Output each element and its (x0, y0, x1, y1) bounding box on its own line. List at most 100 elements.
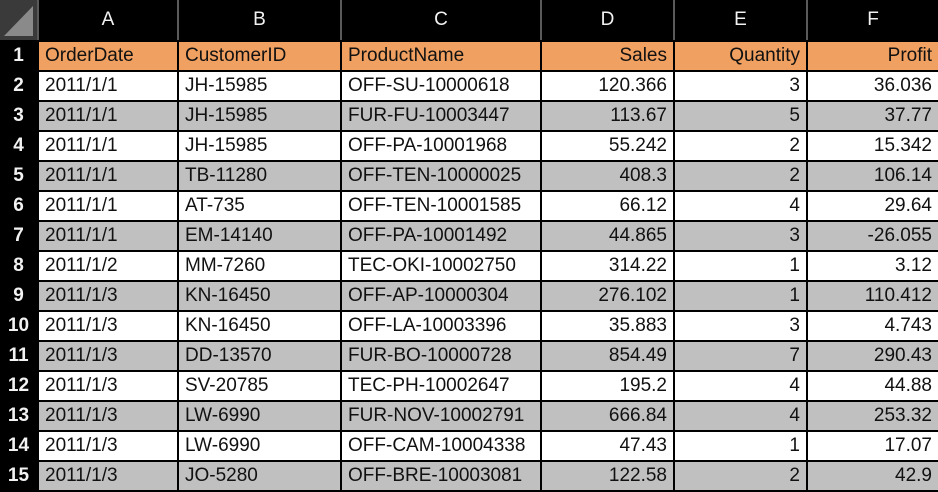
row-header-2[interactable]: 2 (0, 72, 37, 100)
header-cell-quantity[interactable]: Quantity (675, 42, 806, 70)
column-header-f[interactable]: F (806, 0, 938, 40)
cell-customerid-row-4[interactable]: JH-15985 (179, 132, 340, 160)
cell-sales-row-11[interactable]: 854.49 (542, 342, 673, 370)
cell-customerid-row-8[interactable]: MM-7260 (179, 252, 340, 280)
cell-orderdate-row-11[interactable]: 2011/1/3 (39, 342, 177, 370)
cell-quantity-row-9[interactable]: 1 (675, 282, 806, 310)
cell-quantity-row-12[interactable]: 4 (675, 372, 806, 400)
row-header-10[interactable]: 10 (0, 312, 37, 340)
cell-orderdate-row-6[interactable]: 2011/1/1 (39, 192, 177, 220)
cell-profit-row-12[interactable]: 44.88 (808, 372, 938, 400)
cell-profit-row-10[interactable]: 4.743 (808, 312, 938, 340)
cell-quantity-row-15[interactable]: 2 (675, 462, 806, 490)
cell-productname-row-3[interactable]: FUR-FU-10003447 (342, 102, 540, 130)
cell-sales-row-2[interactable]: 120.366 (542, 72, 673, 100)
row-header-1[interactable]: 1 (0, 42, 37, 70)
cell-customerid-row-2[interactable]: JH-15985 (179, 72, 340, 100)
cell-orderdate-row-15[interactable]: 2011/1/3 (39, 462, 177, 490)
cell-customerid-row-15[interactable]: JO-5280 (179, 462, 340, 490)
cell-customerid-row-9[interactable]: KN-16450 (179, 282, 340, 310)
cell-sales-row-8[interactable]: 314.22 (542, 252, 673, 280)
cell-productname-row-12[interactable]: TEC-PH-10002647 (342, 372, 540, 400)
cell-quantity-row-3[interactable]: 5 (675, 102, 806, 130)
cell-customerid-row-6[interactable]: AT-735 (179, 192, 340, 220)
row-header-11[interactable]: 11 (0, 342, 37, 370)
cell-sales-row-5[interactable]: 408.3 (542, 162, 673, 190)
cell-customerid-row-5[interactable]: TB-11280 (179, 162, 340, 190)
cell-productname-row-4[interactable]: OFF-PA-10001968 (342, 132, 540, 160)
row-header-5[interactable]: 5 (0, 162, 37, 190)
cell-quantity-row-5[interactable]: 2 (675, 162, 806, 190)
cell-productname-row-10[interactable]: OFF-LA-10003396 (342, 312, 540, 340)
cell-customerid-row-10[interactable]: KN-16450 (179, 312, 340, 340)
cell-quantity-row-11[interactable]: 7 (675, 342, 806, 370)
cell-quantity-row-13[interactable]: 4 (675, 402, 806, 430)
header-cell-customerid[interactable]: CustomerID (179, 42, 340, 70)
row-header-3[interactable]: 3 (0, 102, 37, 130)
cell-profit-row-2[interactable]: 36.036 (808, 72, 938, 100)
cell-orderdate-row-14[interactable]: 2011/1/3 (39, 432, 177, 460)
select-all-corner[interactable] (0, 0, 37, 40)
cell-profit-row-3[interactable]: 37.77 (808, 102, 938, 130)
cell-profit-row-9[interactable]: 110.412 (808, 282, 938, 310)
cell-orderdate-row-3[interactable]: 2011/1/1 (39, 102, 177, 130)
cell-quantity-row-10[interactable]: 3 (675, 312, 806, 340)
cell-orderdate-row-13[interactable]: 2011/1/3 (39, 402, 177, 430)
row-header-13[interactable]: 13 (0, 402, 37, 430)
row-header-6[interactable]: 6 (0, 192, 37, 220)
cell-sales-row-14[interactable]: 47.43 (542, 432, 673, 460)
cell-productname-row-14[interactable]: OFF-CAM-10004338 (342, 432, 540, 460)
column-header-c[interactable]: C (340, 0, 540, 40)
cell-quantity-row-7[interactable]: 3 (675, 222, 806, 250)
cell-orderdate-row-7[interactable]: 2011/1/1 (39, 222, 177, 250)
header-cell-profit[interactable]: Profit (808, 42, 938, 70)
cell-productname-row-5[interactable]: OFF-TEN-10000025 (342, 162, 540, 190)
cell-profit-row-8[interactable]: 3.12 (808, 252, 938, 280)
column-header-d[interactable]: D (540, 0, 673, 40)
cell-orderdate-row-9[interactable]: 2011/1/3 (39, 282, 177, 310)
cell-sales-row-15[interactable]: 122.58 (542, 462, 673, 490)
cell-quantity-row-2[interactable]: 3 (675, 72, 806, 100)
cell-orderdate-row-8[interactable]: 2011/1/2 (39, 252, 177, 280)
cell-sales-row-13[interactable]: 666.84 (542, 402, 673, 430)
cell-customerid-row-12[interactable]: SV-20785 (179, 372, 340, 400)
cell-productname-row-2[interactable]: OFF-SU-10000618 (342, 72, 540, 100)
cell-orderdate-row-2[interactable]: 2011/1/1 (39, 72, 177, 100)
column-header-e[interactable]: E (673, 0, 806, 40)
column-header-a[interactable]: A (37, 0, 177, 40)
cell-productname-row-7[interactable]: OFF-PA-10001492 (342, 222, 540, 250)
cell-customerid-row-3[interactable]: JH-15985 (179, 102, 340, 130)
row-header-8[interactable]: 8 (0, 252, 37, 280)
cell-productname-row-11[interactable]: FUR-BO-10000728 (342, 342, 540, 370)
cell-orderdate-row-5[interactable]: 2011/1/1 (39, 162, 177, 190)
cell-profit-row-11[interactable]: 290.43 (808, 342, 938, 370)
cell-sales-row-6[interactable]: 66.12 (542, 192, 673, 220)
cell-productname-row-9[interactable]: OFF-AP-10000304 (342, 282, 540, 310)
cell-sales-row-7[interactable]: 44.865 (542, 222, 673, 250)
cell-productname-row-15[interactable]: OFF-BRE-10003081 (342, 462, 540, 490)
cell-profit-row-14[interactable]: 17.07 (808, 432, 938, 460)
header-cell-productname[interactable]: ProductName (342, 42, 540, 70)
cell-productname-row-13[interactable]: FUR-NOV-10002791 (342, 402, 540, 430)
cell-sales-row-3[interactable]: 113.67 (542, 102, 673, 130)
cell-sales-row-4[interactable]: 55.242 (542, 132, 673, 160)
cell-profit-row-15[interactable]: 42.9 (808, 462, 938, 490)
cell-customerid-row-14[interactable]: LW-6990 (179, 432, 340, 460)
cell-profit-row-4[interactable]: 15.342 (808, 132, 938, 160)
row-header-9[interactable]: 9 (0, 282, 37, 310)
row-header-15[interactable]: 15 (0, 462, 37, 490)
cell-customerid-row-7[interactable]: EM-14140 (179, 222, 340, 250)
cell-orderdate-row-10[interactable]: 2011/1/3 (39, 312, 177, 340)
row-header-14[interactable]: 14 (0, 432, 37, 460)
cell-sales-row-12[interactable]: 195.2 (542, 372, 673, 400)
cell-quantity-row-8[interactable]: 1 (675, 252, 806, 280)
cell-orderdate-row-12[interactable]: 2011/1/3 (39, 372, 177, 400)
cell-profit-row-6[interactable]: 29.64 (808, 192, 938, 220)
cell-sales-row-10[interactable]: 35.883 (542, 312, 673, 340)
cell-profit-row-5[interactable]: 106.14 (808, 162, 938, 190)
cell-profit-row-7[interactable]: -26.055 (808, 222, 938, 250)
row-header-12[interactable]: 12 (0, 372, 37, 400)
cell-productname-row-6[interactable]: OFF-TEN-10001585 (342, 192, 540, 220)
column-header-b[interactable]: B (177, 0, 340, 40)
cell-orderdate-row-4[interactable]: 2011/1/1 (39, 132, 177, 160)
